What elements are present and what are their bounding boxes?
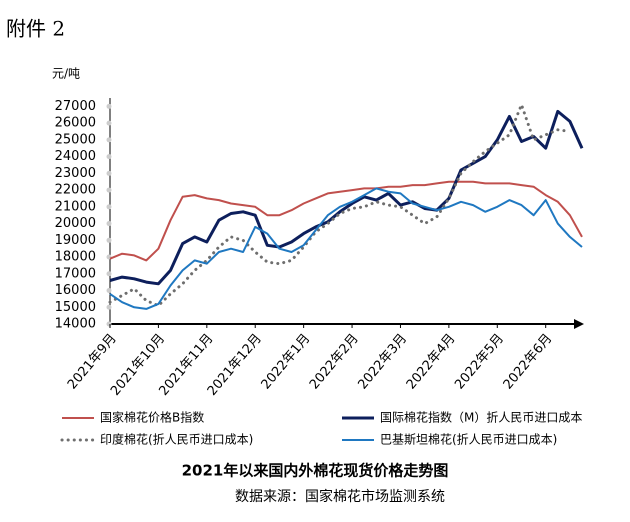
series-line [108,103,572,308]
x-tick-label: 2022年6月 [501,331,556,392]
legend-label: 巴基斯坦棉花(折人民币进口成本) [380,432,557,447]
series-line [109,187,583,310]
y-tick-dot [106,103,112,109]
x-tick-label: 2022年3月 [355,331,410,392]
y-tick-label: 25000 [55,132,96,147]
y-tick-label: 14000 [55,317,96,332]
x-tick-label: 2021年9月 [65,331,120,392]
y-tick-dot [106,221,112,227]
y-tick-label: 23000 [55,166,96,181]
legend-label: 国际棉花指数（M）折人民币进口成本 [380,410,582,425]
x-axis-arrow [574,319,584,329]
y-tick-label: 20000 [55,216,96,231]
y-tick-label: 18000 [55,250,96,265]
y-tick-label: 22000 [55,183,96,198]
y-tick-dot [106,170,112,176]
y-tick-dot [106,271,112,277]
y-tick-label: 27000 [55,99,96,114]
chart-source: 数据来源：国家棉花市场监测系统 [235,488,445,505]
page-header: 附件 2 [6,17,65,41]
y-tick-dot [106,154,112,160]
y-tick-dot [106,237,112,243]
y-tick-label: 21000 [55,199,96,214]
y-tick-dot [106,321,112,327]
series-line [109,180,583,262]
y-tick-label: 26000 [55,116,96,131]
y-tick-label: 24000 [55,149,96,164]
legend-label: 印度棉花(折人民币进口成本) [100,432,253,447]
y-tick-label: 19000 [55,233,96,248]
y-tick-dot [106,288,112,294]
y-tick-label: 17000 [55,266,96,281]
y-axis-label: 元/吨 [52,67,80,81]
y-tick-dot [106,204,112,210]
y-tick-dot [106,187,112,193]
y-tick-dot [106,120,112,126]
chart-title: 2021年以来国内外棉花现货价格走势图 [182,462,449,480]
x-tick-label: 2022年4月 [404,331,459,392]
x-tick-label: 2022年2月 [307,331,362,392]
y-tick-dot [106,304,112,310]
legend-label: 国家棉花价格B指数 [100,410,204,425]
x-tick-label: 2022年5月 [452,331,507,392]
y-tick-label: 15000 [55,300,96,315]
series-line [109,109,584,286]
y-tick-label: 16000 [55,283,96,298]
x-tick-label: 2022年1月 [259,331,314,392]
y-tick-dot [106,137,112,143]
